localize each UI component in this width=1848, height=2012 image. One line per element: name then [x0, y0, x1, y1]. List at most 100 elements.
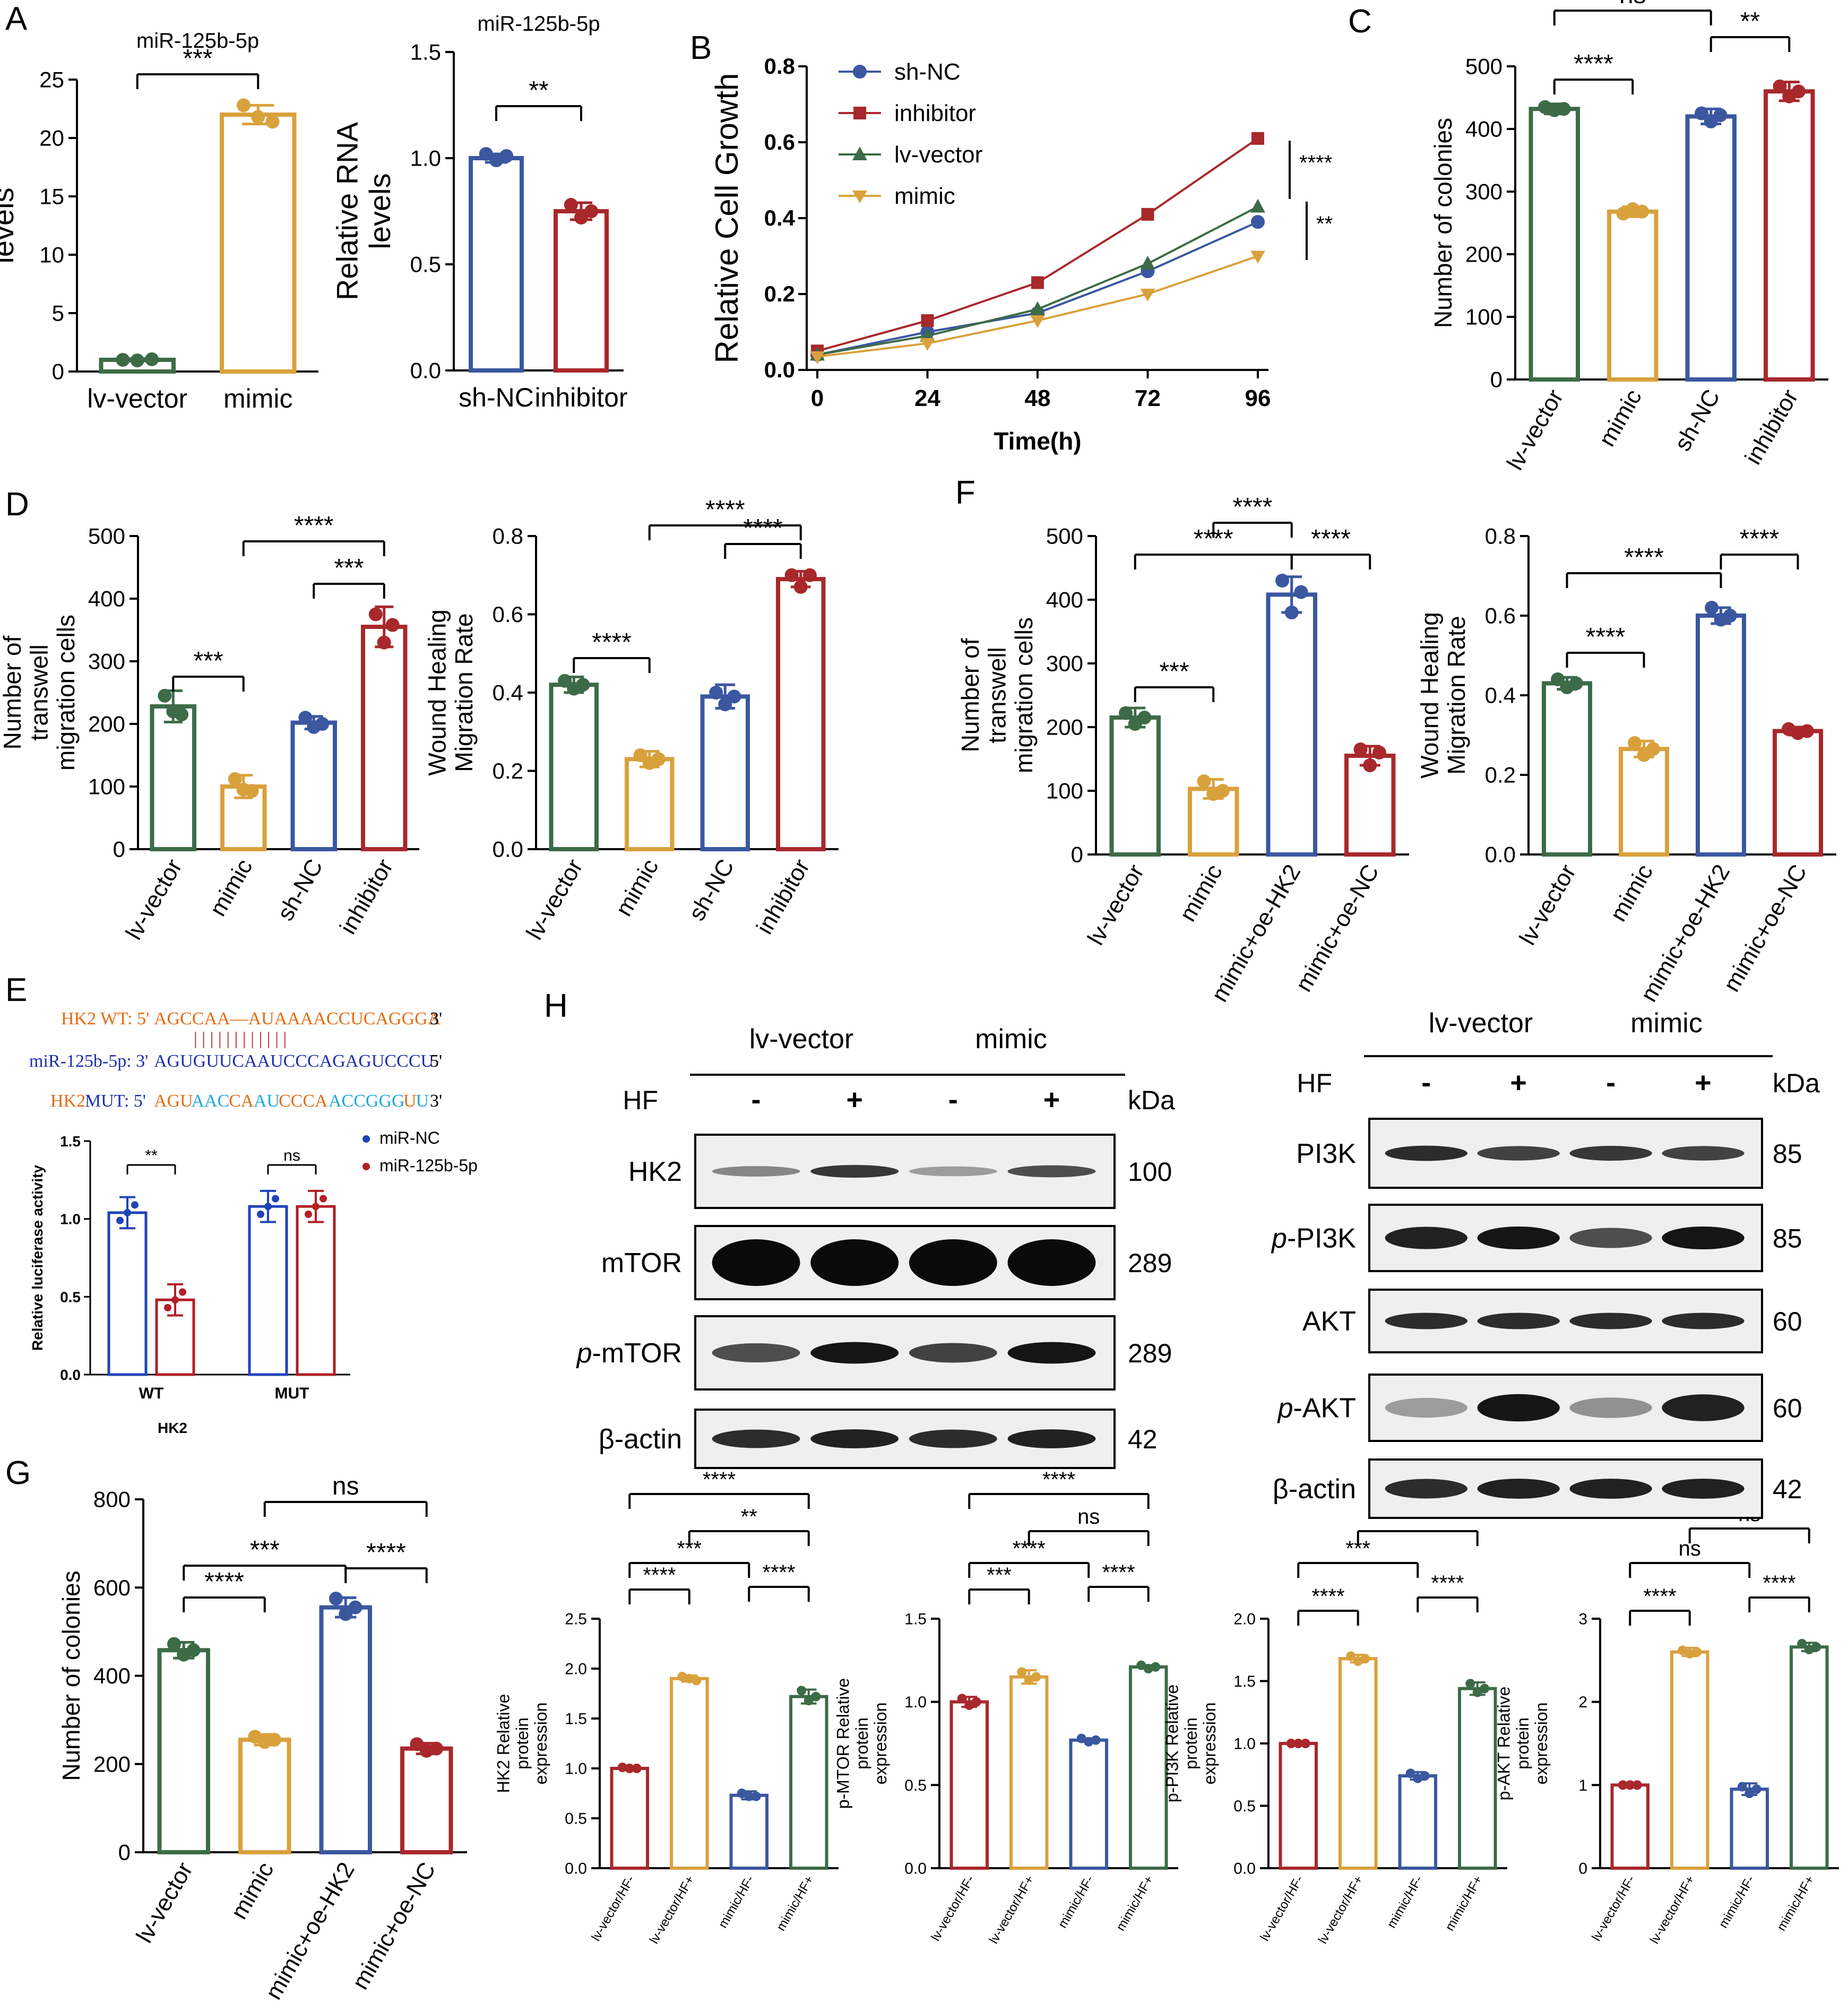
significance-label: ****	[643, 1564, 676, 1587]
data-point	[245, 784, 259, 798]
y-tick-label: 2	[1578, 1694, 1587, 1711]
data-point	[971, 1697, 981, 1707]
data-point	[1751, 1784, 1761, 1794]
x-tick-label: sh-NC	[684, 855, 739, 925]
significance-label: ns	[1077, 1505, 1100, 1529]
y-tick-label: 5	[52, 301, 64, 326]
data-point	[633, 748, 647, 762]
base-pairs: | | | | | | | | | | | |	[194, 1029, 287, 1049]
hf-label: HF	[623, 1085, 658, 1115]
blot-band	[909, 1429, 997, 1448]
x-tick-label: 72	[1135, 385, 1161, 411]
series-point	[1031, 276, 1044, 289]
protein-label: p-PI3K	[1271, 1223, 1356, 1254]
data-point	[718, 697, 732, 712]
panel-label-b: B	[690, 30, 712, 66]
data-point	[1800, 724, 1814, 738]
bar-3	[1458, 1687, 1497, 1870]
x-tick-label: lv-vector/HF+	[647, 1873, 697, 1947]
data-point	[1569, 676, 1583, 690]
protein-name: β-actin	[599, 1424, 682, 1455]
data-point	[116, 353, 130, 367]
significance-label: ****	[1233, 493, 1273, 521]
data-point	[709, 686, 723, 700]
molecular-weight: 289	[1128, 1339, 1172, 1368]
mut-sequence-part: U	[403, 1091, 417, 1111]
data-point	[305, 1210, 312, 1218]
mut-sequence-part: U	[416, 1091, 429, 1111]
protein-name: β-actin	[1273, 1474, 1356, 1505]
x-tick-label: WT	[139, 1385, 164, 1402]
y-tick-label: 200	[1046, 715, 1083, 740]
x-tick-label: mimic	[205, 855, 258, 921]
mir-label: miR-125b-5p: 3'	[29, 1051, 148, 1071]
y-tick-label: 0.0	[410, 358, 441, 383]
panel-label-d: D	[5, 486, 29, 523]
significance-label: ***	[334, 554, 364, 582]
y-tick-label: 0	[52, 359, 64, 384]
y-tick-label: 1.0	[410, 146, 441, 171]
data-point	[1372, 746, 1386, 759]
y-axis-label: expression	[1200, 1703, 1219, 1785]
y-tick-label: 0.6	[764, 129, 795, 154]
y-tick-label: 0.2	[493, 758, 523, 783]
y-tick-label: 1.5	[904, 1611, 927, 1628]
y-tick-label: 0.0	[1233, 1860, 1256, 1878]
data-point	[1804, 1644, 1814, 1654]
significance-label: ****	[1311, 1585, 1344, 1608]
significance-label: **	[1740, 7, 1760, 36]
y-tick-label: 0.6	[493, 602, 523, 627]
y-axis-label: protein	[1181, 1717, 1201, 1769]
panel-label-h: H	[544, 988, 568, 1024]
y-tick-label: 0	[1578, 1860, 1587, 1878]
data-point	[1151, 1662, 1161, 1672]
y-tick-label: 200	[93, 1751, 131, 1776]
data-point	[617, 1763, 627, 1773]
data-point	[692, 1676, 702, 1686]
significance-label: ****	[366, 1539, 406, 1567]
x-tick-label: mimic	[1594, 385, 1647, 451]
bar-2	[1398, 1774, 1437, 1870]
protein-name: HK2	[628, 1156, 682, 1187]
y-tick-label: 0.6	[1485, 603, 1516, 628]
bar-2	[700, 694, 750, 851]
bar-1	[670, 1677, 709, 1870]
data-point	[1076, 1733, 1086, 1743]
data-point	[632, 1764, 642, 1773]
y-axis-label: Number of colonies	[57, 1570, 85, 1781]
data-point	[558, 673, 572, 688]
data-point	[377, 635, 391, 650]
significance-label: ***	[193, 647, 223, 675]
x-tick-label: mimic/HF+	[1443, 1873, 1486, 1933]
molecular-weight: 60	[1773, 1394, 1802, 1423]
data-point	[158, 688, 172, 703]
data-point	[1797, 1639, 1807, 1648]
y-axis-label: p-PI3K Relative	[1163, 1685, 1182, 1802]
data-point	[499, 149, 514, 163]
y-tick-label: 2.0	[1233, 1611, 1256, 1628]
data-point	[267, 1733, 282, 1747]
mut-sequence-part: AAC	[192, 1091, 230, 1111]
data-point	[124, 1208, 131, 1216]
legend-marker	[853, 107, 866, 119]
significance-label: ****	[703, 1468, 736, 1491]
x-tick-label: lv-vector/HF+	[1647, 1873, 1698, 1947]
blot-group-label: mimic	[975, 1024, 1047, 1055]
significance-label: ***	[1159, 658, 1189, 686]
x-tick-label: 96	[1245, 385, 1271, 411]
x-tick-label: mimic	[1605, 860, 1658, 926]
legend-label: sh-NC	[894, 59, 961, 85]
data-point	[957, 1694, 967, 1704]
significance-label: ns	[1619, 0, 1646, 9]
y-tick-label: 100	[1465, 305, 1502, 330]
significance-label: ns	[332, 1472, 359, 1500]
significance-label: ****	[204, 1568, 244, 1596]
y-axis-label: Number of colonies	[1429, 118, 1457, 328]
significance-label: ****	[294, 512, 334, 540]
y-tick-label: 0.8	[764, 54, 795, 79]
x-tick-label: lv-vector	[120, 855, 187, 944]
y-tick-label: 400	[1465, 117, 1502, 142]
y-tick-label: 0.5	[410, 252, 441, 277]
data-point	[312, 1203, 319, 1211]
